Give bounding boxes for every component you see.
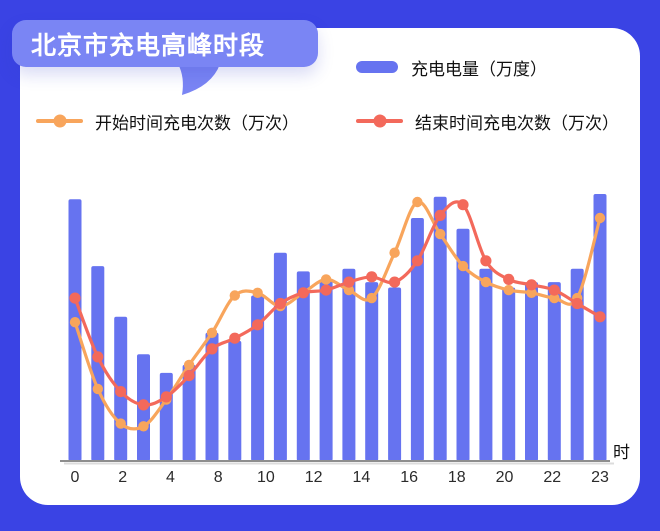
line-point-hour-17 [457, 199, 469, 211]
x-tick-8: 8 [214, 469, 223, 486]
bar-hour-0 [68, 199, 82, 462]
x-axis-labels: 0 2 4 8 10 12 14 16 18 20 22 23时 [71, 443, 630, 486]
line-point-hour-15 [411, 255, 423, 267]
bar-hour-5 [182, 364, 196, 461]
line-point-hour-13 [366, 292, 377, 304]
line-point-hour-14 [389, 276, 401, 288]
line-point-hour-19 [503, 273, 515, 285]
line-point-hour-3 [138, 421, 149, 432]
line-point-hour-2 [115, 386, 127, 398]
line-point-hour-14 [389, 247, 400, 258]
title-bubble-tail-icon [178, 64, 220, 95]
line-point-hour-16 [434, 209, 446, 221]
line-point-hour-13 [366, 271, 378, 283]
bar-hour-20 [525, 282, 538, 461]
x-tick-10: 10 [257, 469, 275, 486]
line-point-hour-7 [229, 332, 241, 344]
bar-hour-9 [273, 252, 287, 461]
bar-hour-10 [296, 271, 310, 461]
bar-hour-11 [319, 279, 333, 461]
line-point-hour-22 [571, 297, 583, 310]
bar-swatch-icon [356, 61, 398, 73]
line-point-hour-3 [137, 399, 150, 411]
line-point-hour-9 [274, 297, 286, 310]
x-tick-12: 12 [305, 469, 323, 486]
legend-item-end-time: 结束时间充电次数（万次） [356, 106, 619, 136]
line-point-hour-8 [252, 319, 264, 331]
x-tick-2: 2 [118, 469, 127, 486]
bar-hour-13 [365, 282, 379, 461]
line-point-hour-6 [206, 343, 218, 355]
line-point-hour-7 [229, 290, 240, 301]
bar-hour-7 [228, 340, 242, 461]
x-tick-14: 14 [353, 469, 371, 486]
x-axis-unit-label: 时 [613, 443, 630, 462]
line-point-hour-18 [480, 255, 492, 267]
x-tick-20: 20 [496, 469, 514, 486]
title-bubble: 北京市充电高峰时段 [12, 20, 318, 67]
x-tick-0: 0 [71, 469, 80, 486]
line-point-hour-0 [69, 292, 81, 304]
bar-hour-18 [479, 268, 493, 461]
x-tick-22: 22 [543, 469, 561, 486]
bar-hour-1 [91, 266, 105, 461]
line-point-hour-10 [297, 287, 309, 299]
bars-series [68, 194, 607, 462]
start-line-swatch-icon [36, 114, 83, 128]
bar-hour-16 [433, 196, 447, 461]
line-point-hour-20 [526, 287, 537, 298]
x-tick-23: 23 [591, 469, 609, 486]
end-line-series [69, 199, 606, 411]
bar-hour-4 [159, 372, 173, 461]
line-point-hour-5 [183, 370, 195, 382]
bar-hour-19 [502, 287, 516, 461]
legend-item-start-time: 开始时间充电次数（万次） [36, 106, 299, 136]
line-point-hour-11 [320, 274, 332, 285]
bar-hour-22 [570, 268, 584, 461]
bar-hour-17 [456, 228, 470, 461]
legend-label-end-time: 结束时间充电次数（万次） [415, 113, 619, 133]
bar-hour-21 [547, 282, 561, 461]
line-point-hour-11 [320, 284, 332, 296]
line-point-hour-1 [92, 383, 103, 395]
bar-hour-12 [342, 268, 356, 461]
line-point-hour-1 [92, 351, 104, 363]
legend-item-energy: 充电电量（万度） [356, 52, 547, 82]
line-point-hour-8 [252, 287, 263, 298]
bar-hour-23 [593, 194, 607, 461]
line-point-hour-18 [480, 276, 492, 288]
bar-hour-15 [410, 218, 424, 461]
x-tick-4: 4 [166, 469, 175, 486]
legend-label-start-time: 开始时间充电次数（万次） [95, 113, 299, 133]
page-title: 北京市充电高峰时段 [31, 31, 266, 60]
line-point-hour-12 [343, 276, 355, 288]
line-point-hour-5 [183, 359, 195, 371]
line-point-hour-15 [412, 196, 423, 208]
line-point-hour-21 [549, 292, 560, 304]
legend-label-energy: 充电电量（万度） [411, 59, 547, 79]
bar-hour-6 [205, 332, 219, 461]
line-point-hour-20 [525, 279, 538, 291]
line-point-hour-0 [69, 317, 81, 328]
line-point-hour-4 [160, 391, 172, 403]
x-tick-18: 18 [448, 469, 466, 486]
line-point-hour-19 [503, 284, 514, 296]
line-point-hour-2 [115, 418, 126, 429]
line-point-hour-21 [548, 284, 560, 296]
x-tick-16: 16 [400, 469, 418, 486]
x-axis [60, 460, 614, 465]
line-point-hour-16 [435, 228, 446, 240]
line-point-hour-12 [343, 284, 355, 296]
bar-hour-8 [251, 295, 265, 461]
bar-hour-14 [388, 287, 402, 461]
line-point-hour-23 [594, 311, 606, 323]
start-line-series [69, 196, 606, 432]
line-point-hour-23 [594, 212, 606, 224]
line-point-hour-6 [206, 327, 218, 338]
combo-chart: 0 2 4 8 10 12 14 16 18 20 22 23时 [60, 194, 630, 486]
line-point-hour-17 [457, 260, 469, 272]
end-line-swatch-icon [356, 114, 403, 128]
